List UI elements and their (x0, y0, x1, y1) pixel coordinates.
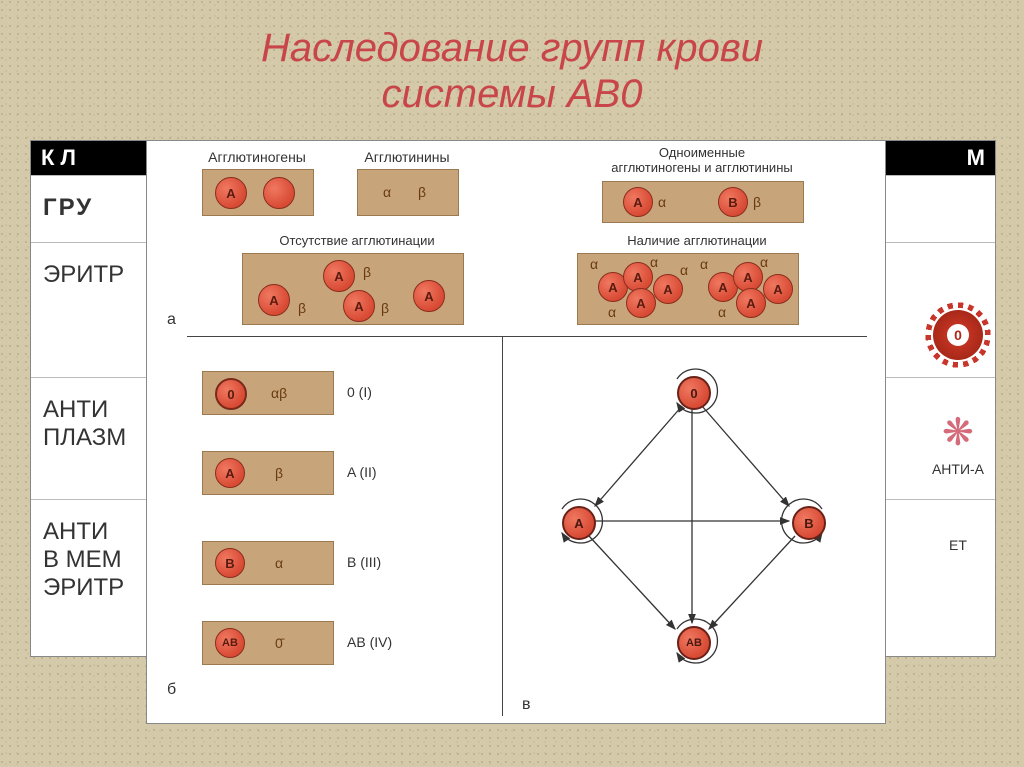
alpha-2: α (658, 194, 666, 210)
back-header-left: К Л (41, 145, 76, 171)
pres-a1: α (590, 256, 598, 272)
pres-8: A (763, 274, 793, 304)
abs-cell-2: A (323, 260, 355, 292)
abs-cell-1: A (258, 284, 290, 316)
cell-b-beta: B (718, 187, 748, 217)
group-ab-b: α (275, 555, 283, 571)
slide-background: Наследование групп крови системы АВ0 К Л… (0, 0, 1024, 767)
group-label-0: 0 (I) (347, 384, 372, 400)
node-a: A (562, 506, 596, 540)
abs-beta-3: β (381, 300, 389, 316)
box-agglutinins: α β (357, 169, 459, 216)
group-box-ab: AB 0̄ (202, 621, 334, 665)
group-label-b: B (III) (347, 554, 381, 570)
label-absence: Отсутствие агглютинации (247, 233, 467, 248)
right-label-et: ЕТ (932, 537, 984, 553)
pres-a2: α (650, 254, 658, 270)
panel-v-letter: в (522, 696, 531, 714)
pres-a4: α (680, 262, 688, 278)
pres-a6: α (760, 254, 768, 270)
label-presence: Наличие агглютинации (587, 233, 807, 248)
group-label-a: A (II) (347, 464, 377, 480)
group-box-0: 0 αβ (202, 371, 334, 415)
node-o: 0 (677, 376, 711, 410)
panel-b-letter: б (167, 681, 176, 699)
group-ab-0: αβ (271, 385, 287, 401)
group-ab-a: β (275, 465, 283, 481)
axis-horizontal (187, 336, 867, 337)
group-ab-ab: 0̄ (275, 635, 283, 651)
title-line-2: системы АВ0 (382, 72, 643, 116)
abs-beta-1: β (298, 300, 306, 316)
beta-2: β (753, 194, 761, 210)
pres-a7: α (718, 304, 726, 320)
abs-beta-2: β (363, 264, 371, 280)
label-agglutinins: Агглютинины (347, 149, 467, 165)
content-area: К Л М ГРУ ЭРИТР АНТИ ПЛАЗМ АНТИ В МЕМ ЭР… (30, 140, 994, 730)
box-same-name: A α B β (602, 181, 804, 223)
label-agglutinogens: Агглютиногены (187, 149, 327, 165)
group-cell-a: A (215, 458, 245, 488)
group-cell-b: B (215, 548, 245, 578)
box-agglutinogens: A (202, 169, 314, 216)
cell-a: A (215, 177, 247, 209)
cell-blank (263, 177, 295, 209)
box-absence: A β A β A β A (242, 253, 464, 325)
group-box-a: A β (202, 451, 334, 495)
group-cell-0: 0 (215, 378, 247, 410)
slide-title: Наследование групп крови системы АВ0 (0, 0, 1024, 117)
title-line-1: Наследование групп крови (261, 26, 763, 70)
pres-a5: α (700, 256, 708, 272)
abs-cell-3: A (343, 290, 375, 322)
right-label-anti-a: АНТИ-А (932, 461, 984, 477)
label-same-name: Одноименные агглютиногены и агглютинины (577, 145, 827, 175)
alpha-label: α (383, 184, 391, 200)
axis-vertical (502, 336, 503, 716)
virus-icon: 0 (933, 310, 983, 360)
virus-center-label: 0 (947, 324, 969, 346)
group-label-ab: AB (IV) (347, 634, 392, 650)
abs-cell-4: A (413, 280, 445, 312)
group-box-b: B α (202, 541, 334, 585)
pres-7: A (736, 288, 766, 318)
main-diagram: Агглютиногены A Агглютинины α β Одноимен… (146, 140, 886, 724)
panel-a-letter: а (167, 311, 176, 329)
beta-label: β (418, 184, 426, 200)
pres-4: A (653, 274, 683, 304)
box-presence: A A A A α α α α A A A A α α α (577, 253, 799, 325)
pres-3: A (626, 288, 656, 318)
snowflake-icon: ❋ (932, 410, 984, 455)
node-ab: AB (677, 626, 711, 660)
right-decoration: 0 ❋ АНТИ-А ЕТ (932, 310, 984, 553)
back-header-right: М (967, 145, 985, 171)
cell-a-alpha: A (623, 187, 653, 217)
node-b: B (792, 506, 826, 540)
pres-a3: α (608, 304, 616, 320)
group-cell-ab: AB (215, 628, 245, 658)
